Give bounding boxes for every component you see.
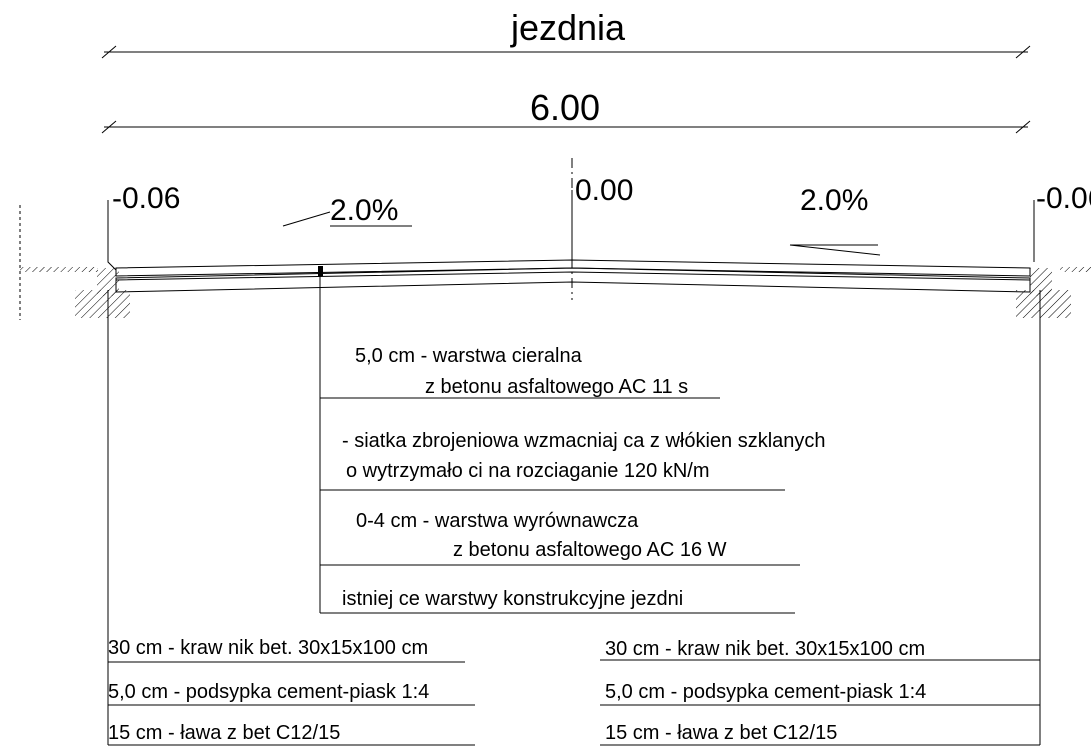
slope: 2.0% (330, 194, 398, 227)
slope: 2.0% (800, 184, 868, 217)
road-section (75, 259, 1071, 318)
title: jezdnia (510, 7, 626, 48)
leader-lines (107, 190, 1041, 746)
width: 6.00 (530, 87, 600, 128)
layer-text: z betonu asfaltowego AC 11 s (425, 376, 688, 398)
level: -0.06 (112, 182, 180, 215)
curb-text: 30 cm - kraw nik bet. 30x15x100 cm (605, 638, 925, 660)
layer-text: - siatka zbrojeniowa wzmacniaj ca z włók… (342, 430, 826, 452)
dimension-lines (101, 45, 1031, 300)
curb-text: 5,0 cm - podsypka cement-piask 1:4 (605, 681, 926, 703)
level: 0.00 (575, 174, 633, 207)
layer-text: 5,0 cm - warstwa cieralna (355, 345, 583, 367)
layer-text: 0-4 cm - warstwa wyrównawcza (356, 510, 639, 532)
curb-text: 15 cm - ława z bet C12/15 (108, 722, 340, 744)
ground (19, 205, 1091, 320)
curb-text: 5,0 cm - podsypka cement-piask 1:4 (108, 681, 429, 703)
layer-text: o wytrzymało ci na rozciaganie 120 kN/m (346, 460, 709, 482)
curb-text: 15 cm - ława z bet C12/15 (605, 722, 837, 744)
level: -0.06 (1036, 182, 1091, 215)
layer-text: istniej ce warstwy konstrukcyjne jezdni (342, 588, 683, 610)
layer-text: z betonu asfaltowego AC 16 W (453, 539, 727, 561)
curb-text: 30 cm - kraw nik bet. 30x15x100 cm (108, 637, 428, 659)
